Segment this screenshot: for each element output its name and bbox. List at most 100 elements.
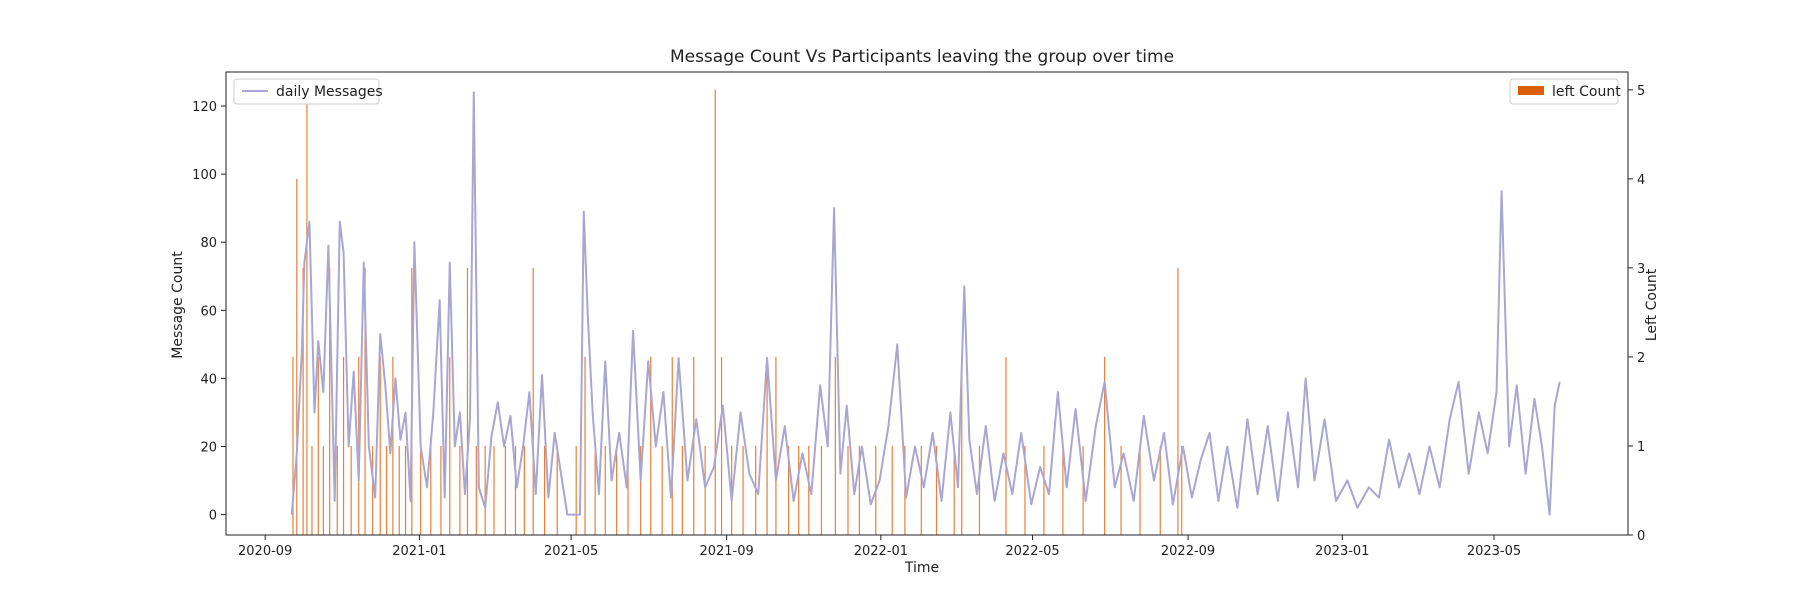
left-count-bar — [350, 445, 352, 535]
y-tick-label: 20 — [200, 440, 217, 455]
left-count-bar — [858, 445, 860, 535]
y-tick-label: 0 — [209, 509, 217, 524]
x-tick-label: 2021-05 — [544, 544, 598, 559]
x-tick-label: 2023-01 — [1315, 544, 1369, 559]
x-tick-label: 2023-05 — [1467, 544, 1521, 559]
left-count-bar — [430, 445, 432, 535]
left-count-bar — [742, 445, 744, 535]
daily-messages-line — [290, 91, 1561, 516]
left-count-bar — [449, 356, 451, 535]
y-tick-label: 40 — [200, 372, 217, 387]
legend-left-count-label: left Count — [1552, 84, 1621, 100]
left-count-bar — [379, 356, 381, 535]
left-count-bar — [556, 445, 558, 535]
left-count-bar — [440, 445, 442, 535]
x-tick-label: 2020-09 — [238, 544, 292, 559]
left-count-bar — [322, 445, 324, 535]
chart-title: Message Count Vs Participants leaving th… — [670, 47, 1174, 67]
x-tick-label: 2022-09 — [1161, 544, 1215, 559]
left-count-bar — [693, 356, 695, 535]
left-count-bar — [935, 445, 938, 535]
left-count-bar — [317, 356, 319, 535]
x-tick-label: 2022-05 — [1005, 544, 1059, 559]
left-count-bar — [420, 445, 422, 535]
y-axis-label: Message Count — [170, 251, 186, 359]
left-count-bar — [616, 445, 618, 535]
left-count-bar — [961, 356, 963, 535]
left-count-bar — [311, 445, 313, 535]
left-count-bar — [720, 356, 723, 535]
daily-messages-line-group — [290, 91, 1561, 516]
left-count-bar — [808, 445, 810, 535]
left-count-bar — [787, 445, 790, 535]
left-count-bar — [681, 445, 683, 535]
legend-left-count-box — [1509, 78, 1619, 105]
left-count-bar — [640, 445, 642, 535]
y-tick-label: 60 — [200, 304, 217, 319]
x-axis-label: Time — [904, 560, 939, 576]
left-count-bar — [1139, 445, 1141, 535]
left-count-bar — [296, 178, 298, 535]
left-count-bar — [398, 445, 400, 535]
left-count-bar — [484, 445, 486, 535]
left-count-bars — [292, 89, 1183, 535]
axes: 0 20 40 60 80 100 120 0 1 2 3 4 5 2020-09 2021-01 2021-… — [192, 71, 1645, 559]
y2-tick-label: 3 — [1637, 262, 1645, 277]
left-count-bar — [292, 356, 294, 535]
left-count-bar — [1177, 267, 1179, 535]
left-count-bar — [364, 267, 366, 535]
y2-tick-label: 1 — [1637, 440, 1645, 455]
left-count-bar — [1082, 445, 1084, 535]
left-count-bar — [1024, 445, 1026, 535]
left-count-bar — [514, 445, 517, 535]
left-count-bar — [704, 445, 706, 535]
left-count-bar — [306, 89, 308, 535]
left-count-bar — [847, 445, 849, 535]
left-count-bar — [575, 445, 577, 535]
y2-tick-label: 0 — [1637, 529, 1645, 544]
legend-daily-messages-label: daily Messages — [276, 84, 383, 100]
left-count-bar — [1120, 445, 1122, 535]
y-tick-label: 120 — [192, 100, 217, 115]
left-count-bar — [1104, 356, 1106, 535]
left-count-bar — [504, 445, 506, 535]
left-count-bar — [392, 356, 394, 535]
left-count-bar — [523, 445, 525, 535]
left-count-bar — [475, 445, 477, 535]
left-count-bar — [891, 445, 893, 535]
left-count-bar — [671, 356, 673, 535]
left-count-bar — [714, 89, 716, 535]
left-count-bar — [1043, 445, 1045, 535]
left-count-bar — [493, 445, 495, 535]
plot-frame — [225, 71, 1629, 536]
left-count-bar — [466, 267, 469, 535]
left-count-bar — [329, 267, 331, 535]
left-count-bar — [1181, 445, 1183, 535]
left-count-bar — [532, 267, 534, 535]
left-count-bar — [336, 445, 338, 535]
left-count-bar — [342, 356, 345, 535]
left-count-bar — [404, 445, 407, 535]
left-count-bar — [661, 445, 663, 535]
left-count-bar — [627, 445, 629, 535]
y2-tick-label: 4 — [1637, 173, 1645, 188]
legend-left-count-swatch — [1518, 86, 1544, 95]
left-count-bar — [385, 445, 388, 535]
left-count-bar — [584, 356, 586, 535]
left-count-bar — [604, 445, 606, 535]
left-count-bar — [920, 445, 922, 535]
left-count-bar — [953, 445, 955, 535]
left-count-bar — [766, 356, 768, 535]
left-count-bar — [1159, 445, 1161, 535]
left-count-bar — [1062, 445, 1064, 535]
left-count-bar — [650, 356, 652, 535]
left-count-bar — [1005, 356, 1007, 535]
left-count-bar — [775, 356, 777, 535]
left-count-bar — [302, 267, 304, 535]
left-count-bar — [372, 445, 374, 535]
x-tick-label: 2022-01 — [854, 544, 908, 559]
left-count-bar — [978, 445, 981, 535]
left-count-bar — [798, 445, 800, 535]
